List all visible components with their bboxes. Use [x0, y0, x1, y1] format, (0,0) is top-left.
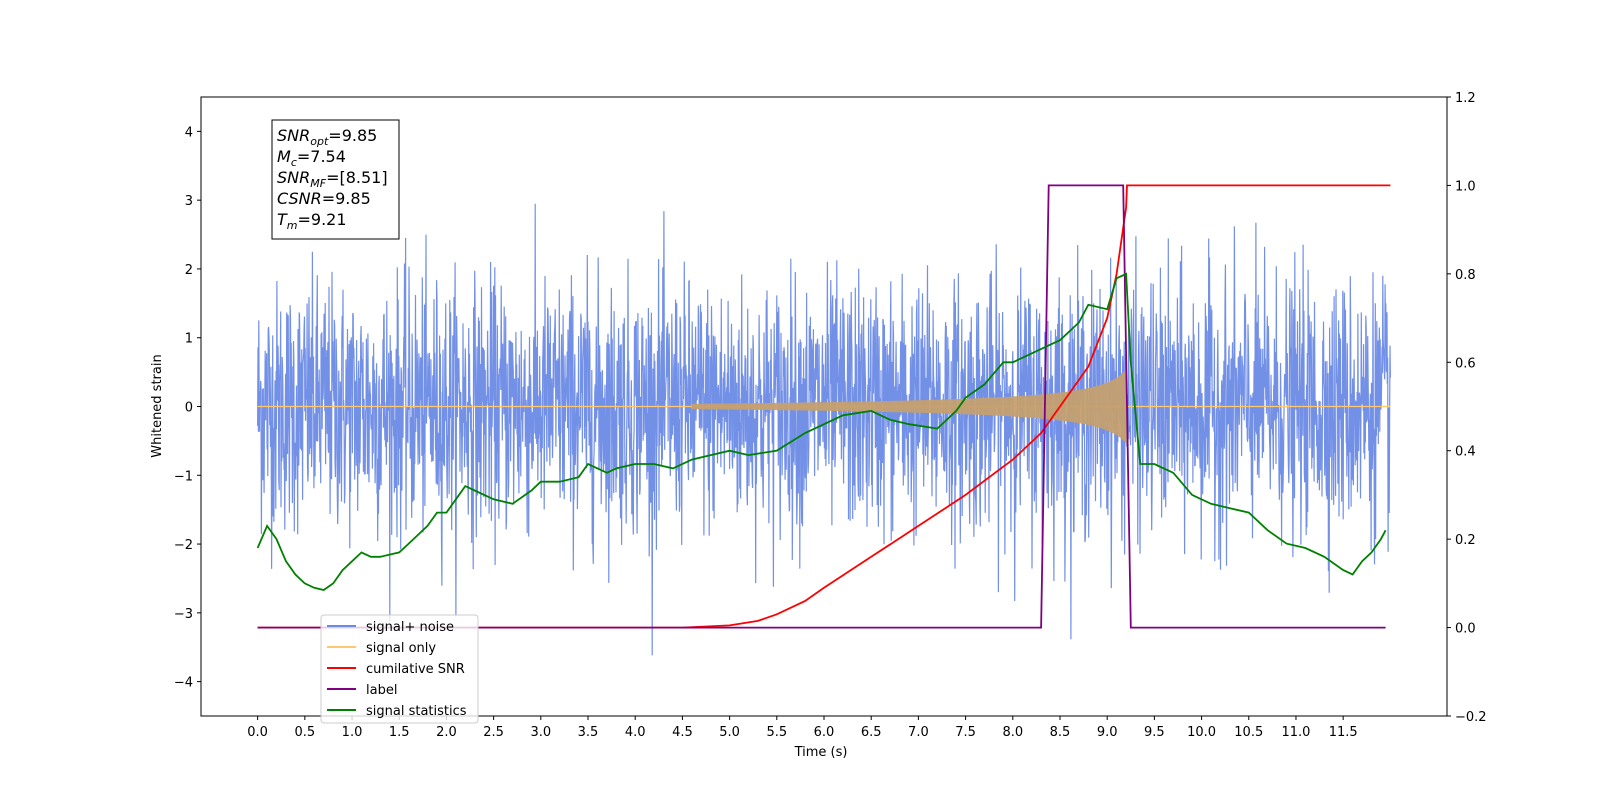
y-tick-label-right: 1.0 — [1455, 179, 1476, 194]
y-tick-label-right: 0.6 — [1455, 356, 1476, 371]
legend: signal+ noise signal only cumilative SNR la… — [320, 614, 479, 724]
x-tick-label: 3.0 — [530, 725, 551, 740]
x-tick-label: 1.0 — [342, 725, 363, 740]
y-tick-label-left: 2 — [185, 263, 193, 278]
y-tick-label-left: −3 — [174, 607, 193, 622]
annotation-line: CSNR=9.85 — [277, 189, 371, 208]
legend-label: label — [366, 683, 397, 698]
y-tick-label-left: −4 — [174, 676, 193, 691]
legend-label: signal statistics — [366, 704, 467, 719]
signal-only-series — [257, 368, 1391, 445]
y-axis-left: −4 −3 −2 −1 0 1 2 3 4 — [174, 125, 201, 691]
y-tick-label-left: 4 — [185, 125, 193, 140]
annotation-line: SNRopt=9.85 — [277, 126, 377, 148]
x-tick-label: 7.5 — [955, 725, 976, 740]
x-tick-label: 4.5 — [672, 725, 693, 740]
x-tick-label: 1.5 — [389, 725, 410, 740]
legend-frame — [320, 614, 479, 724]
x-tick-label: 0.5 — [294, 725, 315, 740]
y-tick-label-left: −1 — [174, 469, 193, 484]
x-axis-label: Time (s) — [794, 745, 848, 760]
y-tick-label-left: 1 — [185, 332, 193, 347]
y-axis-label: Whitened strain — [150, 354, 165, 457]
y-tick-label-right: 0.4 — [1455, 445, 1476, 460]
x-tick-label: 9.5 — [1144, 725, 1165, 740]
y-tick-label-right: 1.2 — [1455, 91, 1476, 106]
y-tick-label-right: −0.2 — [1455, 710, 1487, 725]
x-tick-label: 11.0 — [1281, 725, 1310, 740]
right-axis-series — [256, 184, 1391, 629]
annotation-line: Mc=7.54 — [277, 147, 346, 169]
y-tick-label-left: −2 — [174, 538, 193, 553]
x-tick-label: 7.0 — [908, 725, 929, 740]
x-tick-label: 4.0 — [625, 725, 646, 740]
x-tick-label: 11.5 — [1329, 725, 1358, 740]
x-tick-label: 5.5 — [766, 725, 787, 740]
y-tick-label-left: 3 — [185, 194, 193, 209]
x-axis: 0.0 0.5 1.0 1.5 2.0 2.5 3.0 3.5 4.0 4.5 5.0 5.5 6.0 6… — [247, 716, 1358, 740]
x-tick-label: 2.0 — [436, 725, 457, 740]
x-tick-label: 6.5 — [861, 725, 882, 740]
legend-label: signal+ noise — [366, 620, 454, 635]
signal-statistics-line — [256, 272, 1387, 591]
cumilative-snr-line — [257, 184, 1391, 629]
x-tick-label: 6.0 — [814, 725, 835, 740]
x-tick-label: 2.5 — [483, 725, 504, 740]
y-axis-right: −0.2 0.0 0.2 0.4 0.6 0.8 1.0 1.2 — [1447, 91, 1487, 725]
annotation-line: SNRMF=[8.51] — [277, 168, 388, 190]
legend-label: signal only — [366, 641, 436, 656]
x-tick-label: 0.0 — [247, 725, 268, 740]
x-tick-label: 5.0 — [719, 725, 740, 740]
y-tick-label-right: 0.0 — [1455, 622, 1476, 637]
y-tick-label-right: 0.2 — [1455, 533, 1476, 548]
x-tick-label: 3.5 — [578, 725, 599, 740]
signal-noise-line — [257, 203, 1391, 656]
legend-label: cumilative SNR — [366, 662, 465, 677]
x-tick-label: 10.5 — [1234, 725, 1263, 740]
x-tick-label: 8.0 — [1002, 725, 1023, 740]
x-tick-label: 10.0 — [1187, 725, 1216, 740]
y-tick-label-left: 0 — [185, 401, 193, 416]
label-line — [257, 184, 1386, 629]
signal-noise-series — [257, 203, 1391, 656]
x-tick-label: 8.5 — [1050, 725, 1071, 740]
x-tick-label: 9.0 — [1097, 725, 1118, 740]
signal-only-envelope — [691, 368, 1127, 445]
y-tick-label-right: 0.8 — [1455, 268, 1476, 283]
annotation-frame — [271, 119, 400, 240]
annotation-line: Tm=9.21 — [277, 210, 347, 232]
